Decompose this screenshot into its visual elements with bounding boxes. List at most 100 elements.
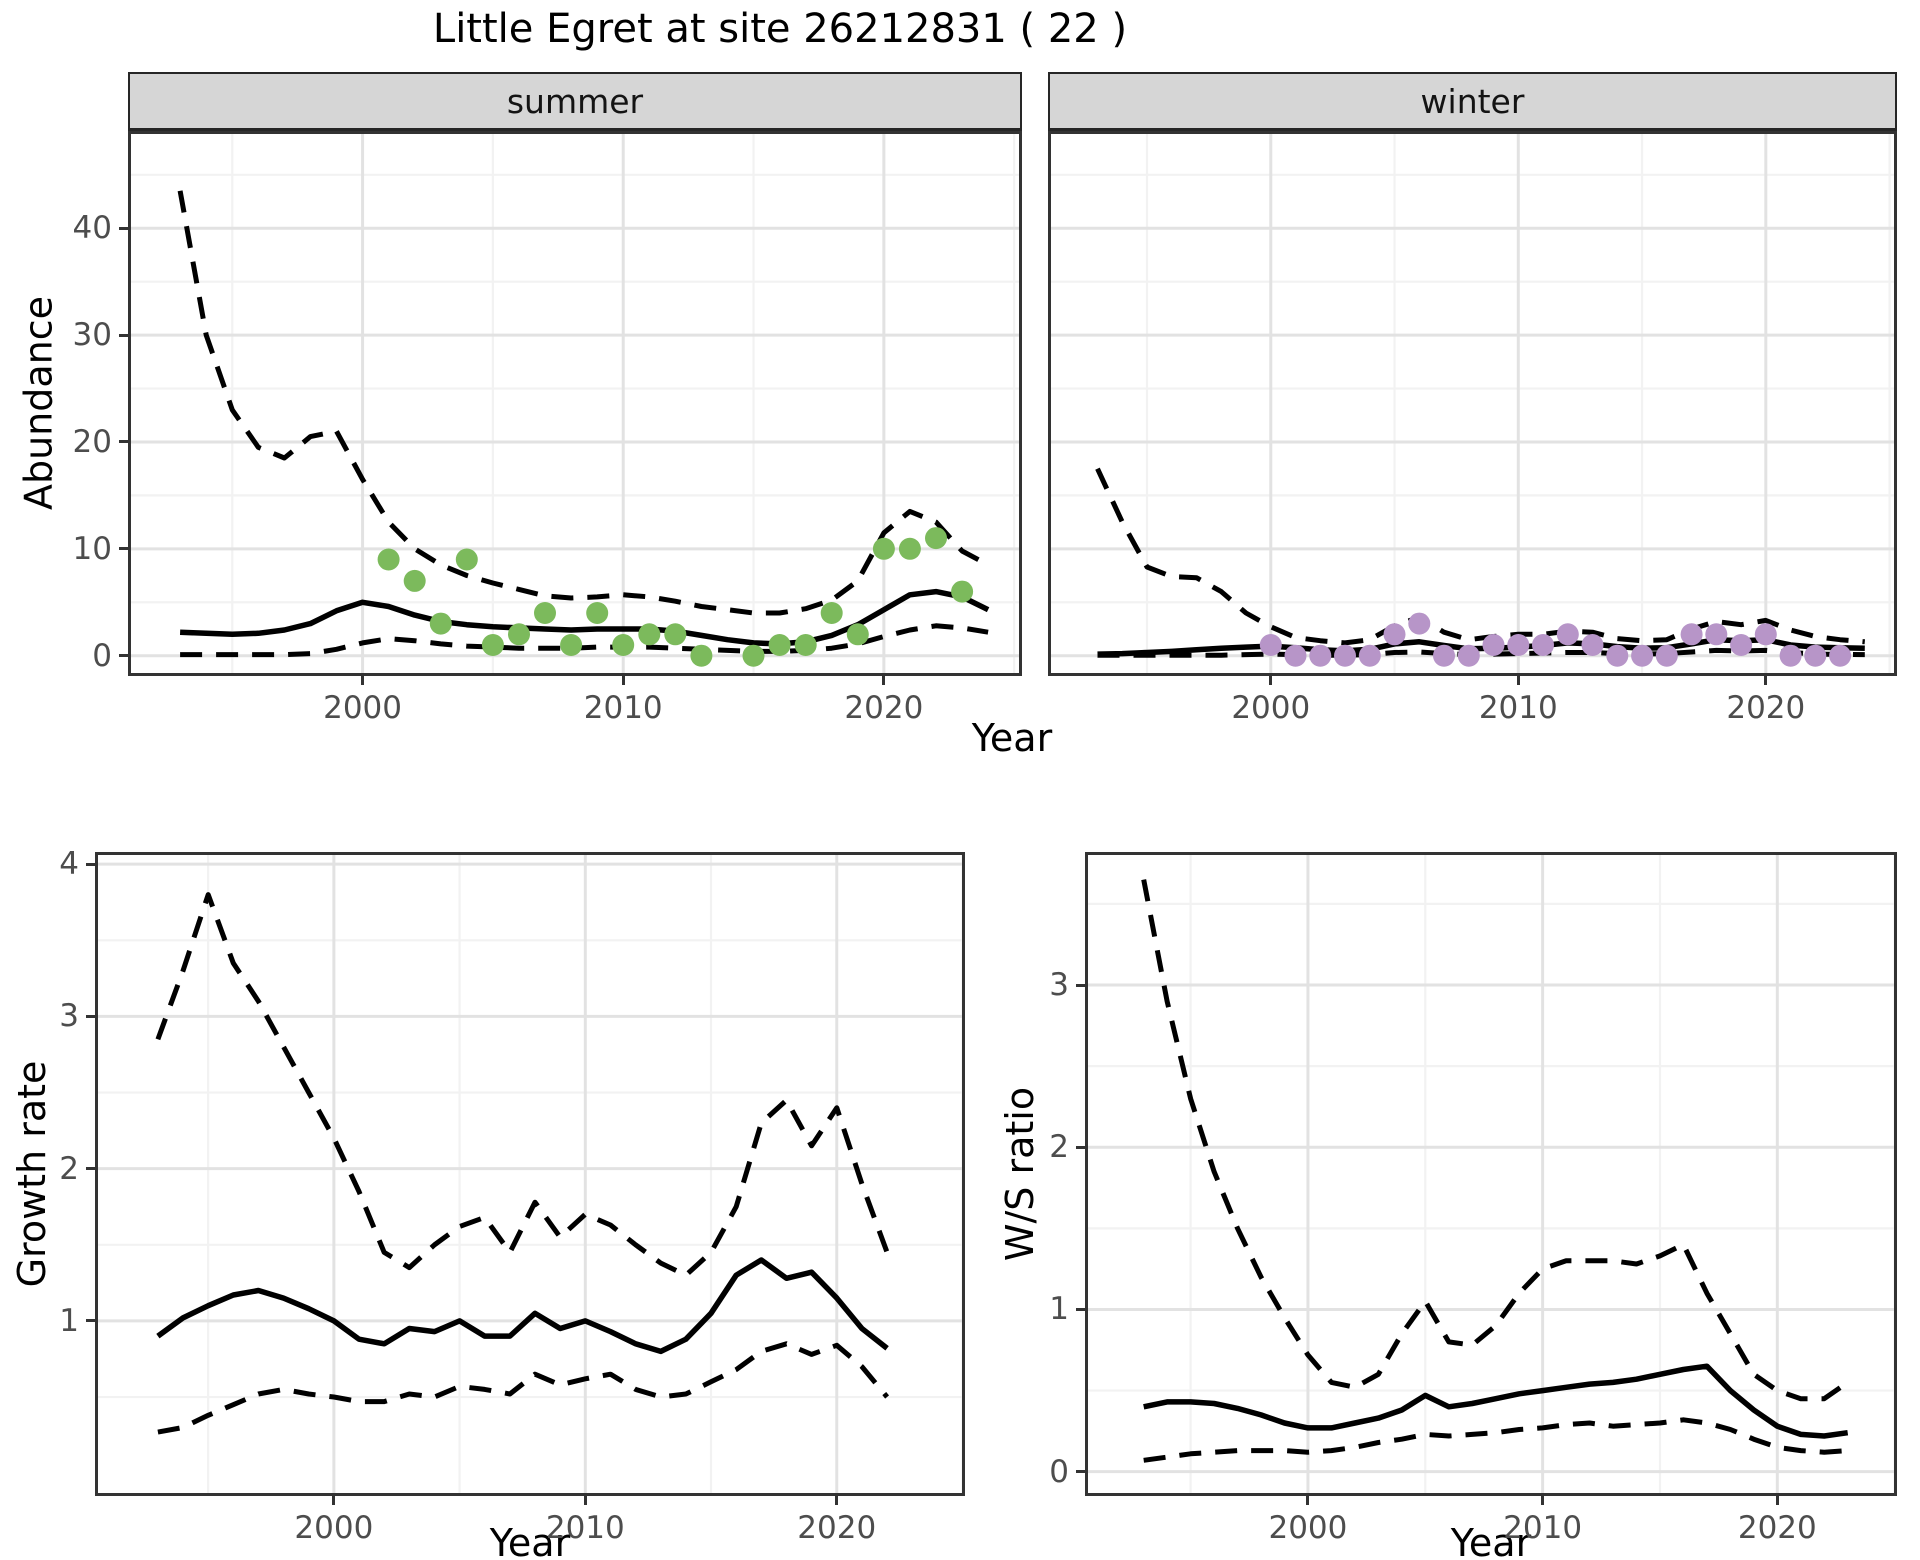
- y-axis-title-ws-ratio: W/S ratio: [998, 1086, 1042, 1262]
- ci-line-upper-ci: [1095, 467, 1866, 646]
- data-point: [1606, 644, 1629, 667]
- y-tick-label: 3: [59, 998, 79, 1035]
- y-tick-label: 4: [59, 846, 79, 883]
- x-tick-mark: [835, 1496, 839, 1505]
- data-point: [586, 602, 609, 624]
- data-point: [612, 634, 635, 656]
- data-point: [1309, 644, 1332, 667]
- x-tick-mark: [1269, 676, 1273, 685]
- data-point: [872, 537, 895, 560]
- plot-area-abundance-summer: [128, 131, 1022, 676]
- plot-area-ws-ratio: [1085, 852, 1897, 1496]
- x-tick-mark: [1516, 676, 1520, 685]
- data-point: [508, 623, 530, 646]
- data-point: [403, 569, 426, 592]
- data-point: [534, 602, 556, 624]
- y-tick-mark: [119, 654, 128, 658]
- ci-line-lower-ci: [1097, 647, 1865, 658]
- data-point: [1259, 634, 1282, 656]
- data-point: [846, 623, 869, 646]
- data-point: [560, 634, 583, 656]
- y-tick-mark: [86, 1014, 95, 1018]
- data-point: [1705, 623, 1728, 646]
- data-point: [1631, 644, 1654, 667]
- chart-panel-growth-rate: [95, 852, 965, 1496]
- data-point: [1334, 644, 1356, 667]
- y-tick-mark: [1076, 1307, 1085, 1311]
- x-tick-label: 2020: [844, 690, 924, 726]
- facet-strip-winter-label: winter: [1420, 81, 1525, 121]
- y-tick-label: 10: [72, 530, 112, 567]
- panel-border: [1048, 131, 1897, 676]
- chart-panel-abundance-winter: [1048, 131, 1897, 676]
- x-tick-mark: [583, 1496, 587, 1505]
- x-axis-title-top: Year: [971, 716, 1053, 760]
- data-point: [429, 612, 452, 635]
- data-point: [1433, 644, 1455, 667]
- panel-border: [95, 852, 965, 1496]
- ci-line-upper-ci: [177, 190, 990, 616]
- data-point: [768, 634, 791, 656]
- y-tick-label: 2: [1049, 1129, 1069, 1166]
- plot-area-abundance-winter: [1048, 131, 1897, 676]
- data-point: [1804, 644, 1827, 667]
- data-point: [1358, 644, 1381, 667]
- x-tick-label: 2010: [545, 1510, 625, 1546]
- y-tick-mark: [1076, 983, 1085, 987]
- data-point: [1779, 644, 1802, 667]
- x-tick-mark: [1541, 1496, 1545, 1505]
- data-point: [1655, 644, 1678, 667]
- data-point: [794, 634, 817, 656]
- data-point: [898, 537, 921, 560]
- y-tick-label: 2: [59, 1150, 79, 1187]
- ci-line-upper-ci: [155, 892, 890, 1278]
- data-point: [638, 623, 661, 646]
- ci-line-upper-ci: [1141, 879, 1850, 1402]
- x-tick-label: 2020: [797, 1510, 877, 1546]
- data-point: [377, 548, 400, 571]
- fit-line-fitted: [1143, 1363, 1849, 1439]
- page-title: Little Egret at site 26212831 ( 22 ): [432, 6, 1128, 52]
- x-tick-label: 2010: [583, 690, 663, 726]
- x-tick-label: 2000: [294, 1510, 374, 1546]
- x-axis-title-growth: Year: [489, 1521, 571, 1560]
- data-point: [742, 644, 765, 667]
- x-tick-label: 2010: [1478, 690, 1558, 726]
- data-point: [1383, 623, 1406, 646]
- facet-strip-summer: summer: [128, 72, 1022, 131]
- x-tick-label: 2000: [1231, 690, 1311, 726]
- data-point: [690, 644, 713, 667]
- panel-border: [1085, 852, 1897, 1496]
- y-tick-label: 40: [72, 210, 112, 247]
- data-point: [1680, 623, 1703, 646]
- ci-line-lower-ci: [1143, 1417, 1848, 1463]
- data-point: [1581, 634, 1604, 656]
- data-point: [1408, 612, 1431, 635]
- facet-strip-summer-label: summer: [506, 81, 644, 121]
- ci-line-lower-ci: [180, 623, 989, 658]
- y-tick-mark: [119, 440, 128, 444]
- y-tick-mark: [86, 1319, 95, 1323]
- data-point: [1482, 634, 1505, 656]
- data-point: [951, 580, 974, 603]
- y-tick-mark: [1076, 1145, 1085, 1149]
- data-point: [481, 634, 504, 656]
- x-tick-mark: [332, 1496, 336, 1505]
- y-tick-mark: [86, 1167, 95, 1171]
- y-tick-mark: [1076, 1470, 1085, 1474]
- data-point: [925, 527, 947, 550]
- chart-panel-abundance-summer: [128, 131, 1022, 676]
- y-tick-label: 1: [59, 1302, 79, 1339]
- data-point: [1556, 623, 1579, 646]
- y-tick-label: 20: [72, 423, 112, 460]
- y-tick-mark: [119, 333, 128, 337]
- x-tick-mark: [1306, 1496, 1310, 1505]
- panel-border: [128, 131, 1022, 676]
- data-point: [455, 548, 478, 571]
- x-tick-label: 2020: [1726, 690, 1806, 726]
- y-tick-label: 1: [1049, 1291, 1069, 1328]
- x-tick-label: 2000: [1268, 1510, 1348, 1546]
- x-tick-label: 2010: [1503, 1510, 1583, 1546]
- y-tick-mark: [86, 862, 95, 866]
